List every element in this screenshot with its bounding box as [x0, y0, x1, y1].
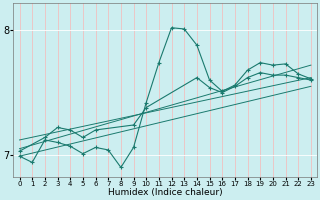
X-axis label: Humidex (Indice chaleur): Humidex (Indice chaleur) — [108, 188, 222, 197]
